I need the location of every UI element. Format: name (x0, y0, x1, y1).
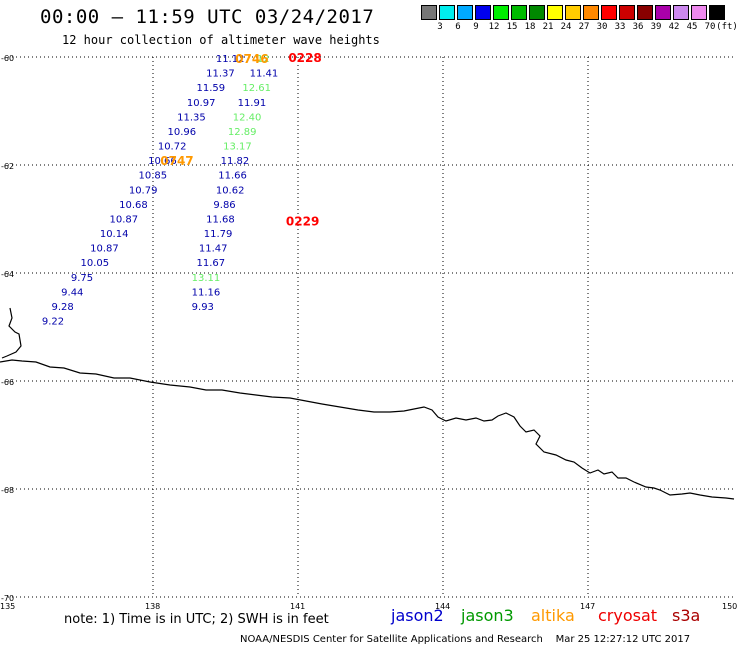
swh-value: 9.28 (52, 302, 74, 313)
legend-swatch (619, 5, 635, 20)
swh-value: 10.14 (100, 229, 129, 240)
swh-value: 11.12 (216, 54, 245, 65)
swh-value: 10.79 (129, 185, 158, 196)
swh-value: 11.59 (197, 83, 226, 94)
swh-value: 11.91 (238, 98, 267, 109)
legend-swatch (493, 5, 509, 20)
legend-swatch (601, 5, 617, 20)
swh-value: 12 (257, 54, 270, 65)
swh-value: 10.62 (216, 185, 245, 196)
legend-label: 30 (596, 22, 608, 32)
legend-label: 36 (632, 22, 644, 32)
legend-swatch (565, 5, 581, 20)
footer-note: note: 1) Time is in UTC; 2) SWH is in fe… (64, 612, 329, 627)
coastline (0, 307, 735, 500)
legend-label: 12 (488, 22, 500, 32)
map-subtitle: 12 hour collection of altimeter wave hei… (62, 33, 380, 47)
swh-value: 10.87 (90, 244, 119, 255)
legend-unit: (ft) (716, 22, 738, 32)
swh-value: 10.05 (81, 258, 110, 269)
swh-value: 13.17 (223, 142, 252, 153)
legend-swatch (583, 5, 599, 20)
legend-label: 21 (542, 22, 554, 32)
swh-value: 12.89 (228, 127, 257, 138)
legend-swatch (475, 5, 491, 20)
legend-label: 6 (455, 22, 461, 32)
satellite-name: jason2 (391, 606, 444, 625)
legend-label: 39 (650, 22, 662, 32)
legend-swatch (511, 5, 527, 20)
swh-value: 10.87 (110, 214, 139, 225)
legend-label: 3 (437, 22, 443, 32)
legend-swatch (655, 5, 671, 20)
longitude-label: 138 (145, 602, 160, 611)
swh-value: 11.82 (221, 156, 250, 167)
swh-value: 11.79 (204, 229, 233, 240)
legend-swatch (529, 5, 545, 20)
swh-value: 13.11 (192, 273, 221, 284)
legend-swatch (547, 5, 563, 20)
legend-label: 24 (560, 22, 572, 32)
swh-value: 11.66 (218, 171, 247, 182)
map-frame (8, 47, 733, 597)
map-title: 00:00 – 11:59 UTC 03/24/2017 (40, 6, 375, 28)
swh-value: 11.35 (177, 112, 206, 123)
longitude-label: 141 (290, 602, 305, 611)
legend-swatch (691, 5, 707, 20)
swh-value: 11.47 (199, 244, 228, 255)
legend-label: 33 (614, 22, 626, 32)
swh-value: 11.67 (197, 258, 226, 269)
pass-time-label: 0228 (288, 51, 321, 65)
legend-label: 18 (524, 22, 536, 32)
latitude-label: -60 (1, 54, 14, 63)
swh-value: 10.97 (187, 98, 216, 109)
swh-value: 9.75 (71, 273, 93, 284)
swh-value: 11.68 (206, 214, 235, 225)
legend-label: 45 (686, 22, 698, 32)
swh-value: 9.93 (192, 302, 214, 313)
satellite-name: jason3 (461, 606, 514, 625)
swh-value: 12.40 (233, 112, 262, 123)
legend-label: 70 (704, 22, 716, 32)
swh-value: 10.96 (168, 127, 197, 138)
swh-value: 9.22 (42, 317, 64, 328)
satellite-name: s3a (672, 606, 701, 625)
latitude-label: -66 (1, 378, 14, 387)
legend-label: 42 (668, 22, 680, 32)
legend-label: 27 (578, 22, 590, 32)
legend-swatch (673, 5, 689, 20)
swh-value: 10.68 (119, 200, 148, 211)
pass-time-label: 0747 (160, 154, 193, 168)
longitude-label: 135 (0, 602, 15, 611)
legend-swatch (709, 5, 725, 20)
longitude-label: 150 (722, 602, 737, 611)
swh-value: 9.44 (61, 287, 83, 298)
legend-label: 15 (506, 22, 518, 32)
swh-value: 11.37 (206, 69, 235, 80)
swh-value: 11.41 (250, 69, 279, 80)
latitude-label: -68 (1, 486, 14, 495)
pass-time-label: 0746 (235, 52, 268, 66)
latitude-label: -70 (1, 594, 14, 603)
latitude-label: -64 (1, 270, 14, 279)
credit-line: NOAA/NESDIS Center for Satellite Applica… (240, 634, 691, 645)
longitude-label: 144 (435, 602, 450, 611)
legend-label: 9 (473, 22, 479, 32)
legend-swatch (439, 5, 455, 20)
latitude-label: -62 (1, 162, 14, 171)
longitude-label: 147 (580, 602, 595, 611)
swh-value: 10.72 (158, 142, 187, 153)
swh-value: 10.85 (139, 171, 168, 182)
legend-swatch (457, 5, 473, 20)
swh-value: 10.66 (148, 156, 177, 167)
legend-swatch (637, 5, 653, 20)
legend-swatch (421, 5, 437, 20)
satellite-name: altika (531, 606, 575, 625)
pass-time-label: 0229 (286, 215, 319, 229)
satellite-name: cryosat (598, 606, 658, 625)
swh-value: 9.86 (213, 200, 235, 211)
swh-value: 11.16 (192, 287, 221, 298)
swh-value: 12.61 (242, 83, 271, 94)
